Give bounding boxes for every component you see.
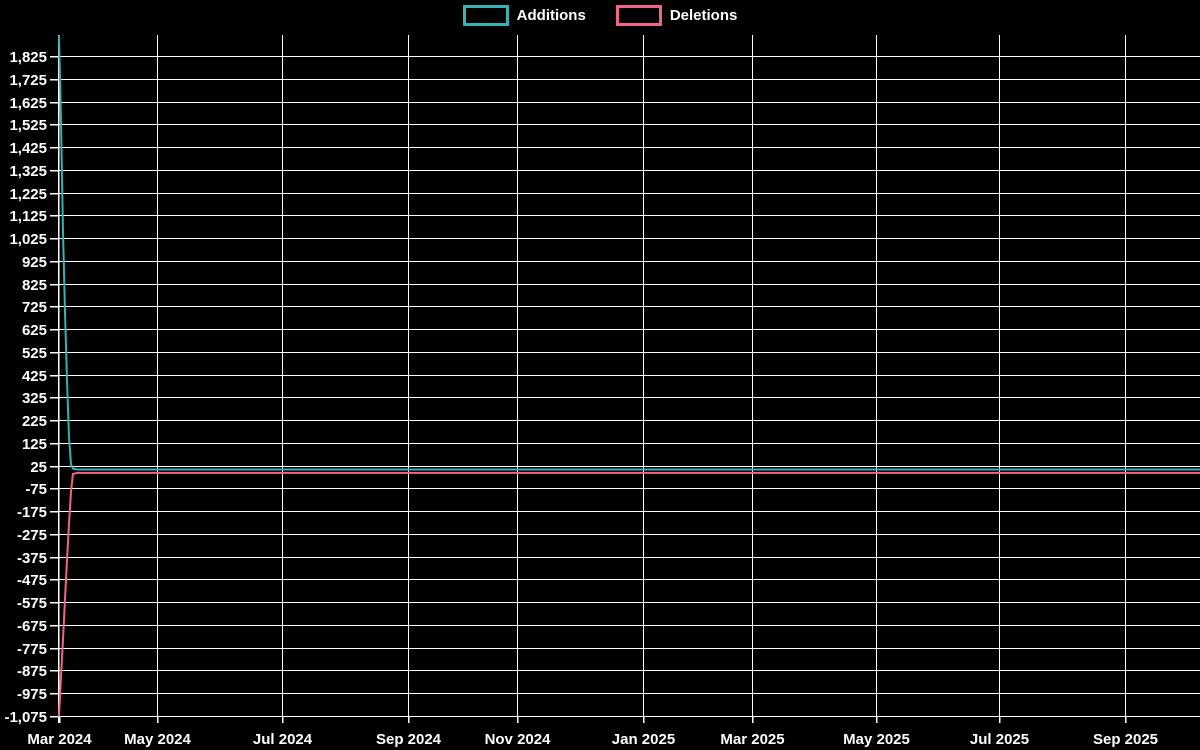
svg-text:1,225: 1,225 — [9, 186, 47, 203]
svg-text:-75: -75 — [25, 481, 47, 498]
additions-legend-label: Additions — [516, 7, 586, 24]
svg-text:May 2024: May 2024 — [124, 731, 191, 748]
svg-text:425: 425 — [22, 368, 47, 385]
svg-text:Nov 2024: Nov 2024 — [485, 731, 552, 748]
svg-text:Sep 2024: Sep 2024 — [376, 731, 442, 748]
svg-text:Jul 2024: Jul 2024 — [253, 731, 313, 748]
additions-swatch-icon — [462, 5, 509, 26]
svg-text:-275: -275 — [17, 527, 47, 544]
svg-text:-175: -175 — [17, 504, 47, 521]
svg-text:Mar 2025: Mar 2025 — [720, 731, 784, 748]
svg-text:725: 725 — [22, 299, 47, 316]
legend-item-additions[interactable]: Additions — [462, 5, 586, 26]
svg-text:-775: -775 — [17, 641, 47, 658]
svg-text:-875: -875 — [17, 663, 47, 680]
svg-text:1,325: 1,325 — [9, 163, 47, 180]
svg-text:1,125: 1,125 — [9, 208, 47, 225]
svg-text:-575: -575 — [17, 595, 47, 612]
svg-text:325: 325 — [22, 390, 47, 407]
svg-text:625: 625 — [22, 322, 47, 339]
svg-text:May 2025: May 2025 — [843, 731, 910, 748]
svg-text:-475: -475 — [17, 572, 47, 589]
svg-text:925: 925 — [22, 254, 47, 271]
svg-text:125: 125 — [22, 436, 47, 453]
svg-text:-675: -675 — [17, 618, 47, 635]
svg-text:1,025: 1,025 — [9, 231, 47, 248]
svg-text:1,525: 1,525 — [9, 117, 47, 134]
svg-text:Jul 2025: Jul 2025 — [970, 731, 1029, 748]
svg-text:Mar 2024: Mar 2024 — [27, 731, 92, 748]
svg-text:-375: -375 — [17, 550, 47, 567]
svg-text:-975: -975 — [17, 686, 47, 703]
svg-text:225: 225 — [22, 413, 47, 430]
deletions-swatch-icon — [615, 5, 662, 26]
svg-text:25: 25 — [30, 459, 47, 476]
svg-text:1,725: 1,725 — [9, 72, 47, 89]
svg-text:-1,075: -1,075 — [4, 709, 47, 726]
svg-text:1,825: 1,825 — [9, 49, 47, 66]
chart-legend: Additions Deletions — [0, 5, 1200, 26]
deletions-legend-label: Deletions — [669, 7, 738, 24]
svg-text:Sep 2025: Sep 2025 — [1093, 731, 1158, 748]
legend-item-deletions[interactable]: Deletions — [615, 5, 738, 26]
svg-text:1,625: 1,625 — [9, 95, 47, 112]
svg-text:Jan 2025: Jan 2025 — [612, 731, 675, 748]
svg-text:825: 825 — [22, 277, 47, 294]
svg-text:525: 525 — [22, 345, 47, 362]
svg-text:1,425: 1,425 — [9, 140, 47, 157]
